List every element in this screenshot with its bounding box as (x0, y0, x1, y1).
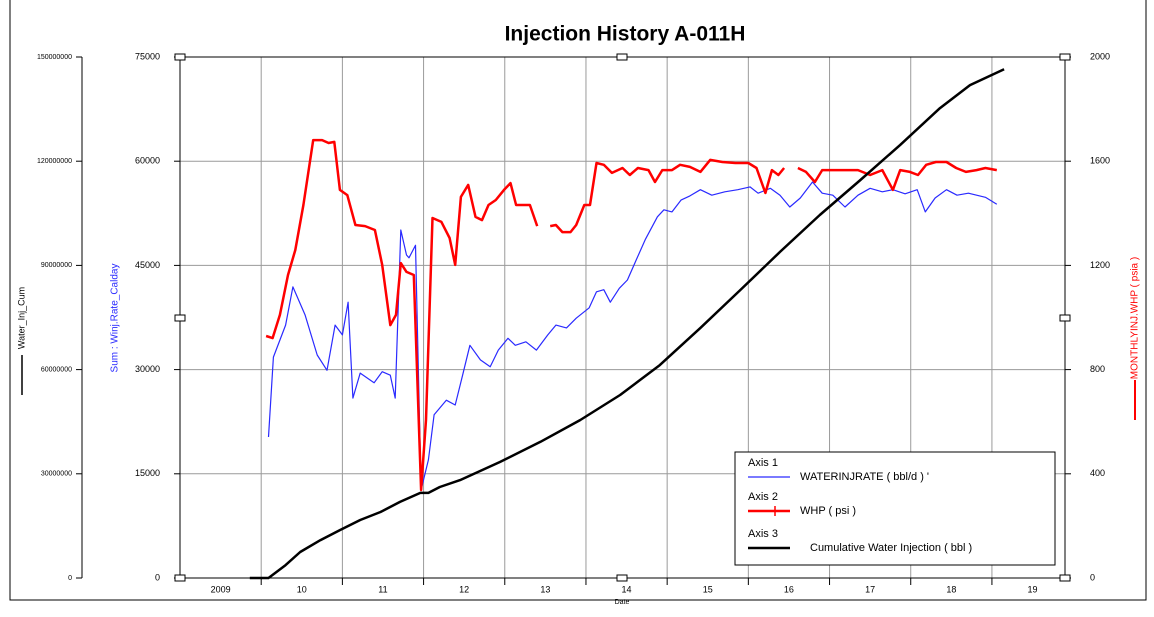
y-tick-label: 30000 (135, 364, 160, 374)
y3-tick-label: 30000000 (41, 471, 72, 478)
y3-tick-label: 120000000 (37, 158, 72, 165)
plot: 0150003000045000600007500004008001200160… (37, 51, 1110, 594)
x-tick-label: 12 (459, 584, 469, 594)
x-tick-label: 10 (297, 584, 307, 594)
axis-handle (1059, 53, 1071, 61)
legend-group: Axis 3 (748, 528, 778, 540)
legend-label: WHP ( psi ) (800, 505, 856, 517)
y3-tick-label: 60000000 (41, 366, 72, 373)
axis-handle (616, 53, 628, 61)
y2-axis-label: MONTHLYINJ.WHP ( psia ) (1130, 257, 1141, 379)
x-tick-label: 13 (540, 584, 550, 594)
x-axis-label: Date (615, 599, 630, 606)
y2-tick-label: 800 (1090, 364, 1105, 374)
x-tick-label: 11 (378, 584, 387, 594)
legend-group: Axis 2 (748, 491, 778, 503)
axis-handle (1059, 574, 1071, 582)
chart-title: Injection History A-011H (505, 23, 746, 46)
axis-handle (174, 574, 186, 582)
y2-tick-label: 2000 (1090, 51, 1110, 61)
y2-tick-label: 0 (1090, 572, 1095, 582)
axis-handle (616, 574, 628, 582)
series-line (249, 68, 1005, 580)
legend-entries: Axis 1 WATERINJRATE ( bbl/d ) ' Axis 2 WHP … (748, 457, 972, 554)
legend-label: Cumulative Water Injection ( bbl ) (810, 542, 972, 554)
y-tick-label: 0 (155, 572, 160, 582)
series-line (265, 138, 998, 492)
y2-tick-label: 1200 (1090, 260, 1110, 270)
y-tick-label: 75000 (135, 51, 160, 61)
x-tick-label: 15 (703, 584, 713, 594)
y3-tick-label: 0 (68, 575, 72, 582)
x-tick-label: 14 (622, 584, 632, 594)
x-tick-label: 2009 (211, 584, 231, 594)
y2-tick-label: 400 (1090, 468, 1105, 478)
y-tick-label: 60000 (135, 156, 160, 166)
y2-tick-label: 1600 (1090, 156, 1110, 166)
y-tick-label: 45000 (135, 260, 160, 270)
y3-axis-label: Water_Inj_Cum (16, 287, 26, 349)
legend (734, 451, 1056, 566)
frame (9, 0, 1147, 601)
x-tick-label: 19 (1028, 584, 1038, 594)
axis-handle (174, 53, 186, 61)
x-tick-label: 18 (946, 584, 956, 594)
y-axis-label: Sum : Winj.Rate_Calday (110, 264, 121, 373)
series-line (267, 181, 998, 491)
legend-label: WATERINJRATE ( bbl/d ) ' (800, 471, 929, 483)
legend-group: Axis 1 (748, 457, 778, 469)
x-tick-label: 17 (865, 584, 875, 594)
axis-handle (174, 314, 186, 322)
y-tick-label: 15000 (135, 468, 160, 478)
axis-handle (1059, 314, 1071, 322)
y3-tick-label: 150000000 (37, 54, 72, 61)
y3-tick-label: 90000000 (41, 262, 72, 269)
x-tick-label: 16 (784, 584, 794, 594)
